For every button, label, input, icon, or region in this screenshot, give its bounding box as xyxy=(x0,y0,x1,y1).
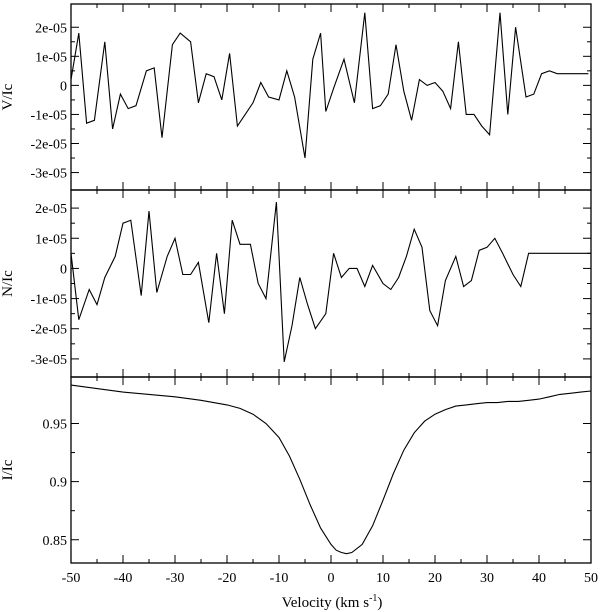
y-tick-label: 2e-05 xyxy=(35,21,67,36)
series-line-i xyxy=(70,384,592,555)
y-tick-label: 0.85 xyxy=(43,534,68,549)
y-tick-label: 2e-05 xyxy=(35,202,67,217)
plot-frame-i xyxy=(70,376,592,564)
y-tick-label: -3e-05 xyxy=(30,167,67,182)
y-tick-label: -2e-05 xyxy=(30,323,67,338)
x-tick-label: 50 xyxy=(584,571,598,586)
x-tick-label: 40 xyxy=(532,571,546,586)
x-tick-label: 30 xyxy=(480,571,494,586)
x-tick-label: -30 xyxy=(166,571,185,586)
y-axis-label-v: V/Ic xyxy=(0,83,16,110)
null-n-panel: 2e-05 1e-05 0 -1e-05 -2e-05 -3e-05 N/Ic xyxy=(0,189,592,378)
series-line-n xyxy=(70,202,591,363)
y-tick-label: 1e-05 xyxy=(35,232,67,247)
x-tick-label: 0 xyxy=(328,571,335,586)
series-line-v xyxy=(70,12,589,159)
y-tick-label: -1e-05 xyxy=(30,293,67,308)
y-axis-label-n: N/Ic xyxy=(0,270,16,297)
x-tick-label: -40 xyxy=(114,571,133,586)
y-tick-label: 0.95 xyxy=(43,418,68,433)
x-tick-label: 20 xyxy=(428,571,442,586)
x-tick-label: 10 xyxy=(376,571,390,586)
x-tick-label: -50 xyxy=(62,571,81,586)
intensity-i-panel: 0.95 0.9 0.85 -50 -40 -30 -20 -10 0 10 20 30 40 50 I/I… xyxy=(0,376,598,586)
stokes-v-panel: 2e-05 1e-05 0 -1e-05 -2e-05 -3e-05 V/Ic xyxy=(0,3,592,191)
x-tick-label: -20 xyxy=(218,571,237,586)
y-tick-label: -2e-05 xyxy=(30,138,67,153)
y-tick-label: 0 xyxy=(60,79,67,94)
y-tick-label: -3e-05 xyxy=(30,353,67,368)
x-tick-label: -10 xyxy=(270,571,289,586)
y-tick-label: 1e-05 xyxy=(35,50,67,65)
plot-frame-n xyxy=(70,189,592,378)
y-tick-label: 0 xyxy=(60,262,67,277)
y-tick-label: -1e-05 xyxy=(30,108,67,123)
y-tick-label: 0.9 xyxy=(50,476,68,491)
x-axis-label: Velocity (km s-1) xyxy=(282,593,383,611)
y-axis-label-i: I/Ic xyxy=(0,459,16,480)
